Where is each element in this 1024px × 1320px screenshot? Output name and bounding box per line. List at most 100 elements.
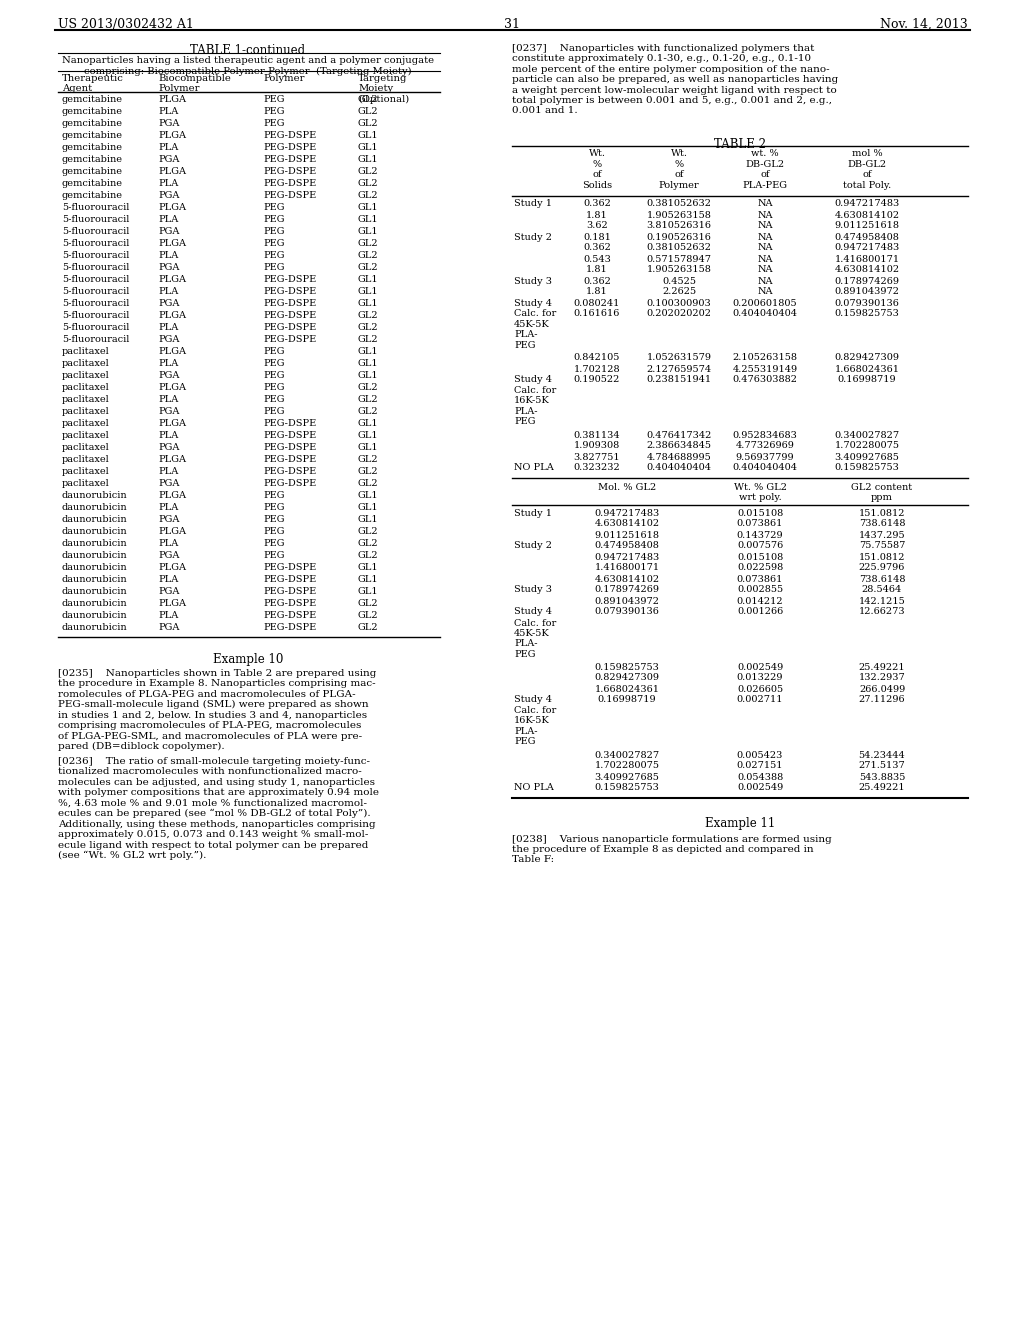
- Text: Study 2: Study 2: [514, 541, 552, 550]
- Text: GL1: GL1: [358, 215, 379, 224]
- Text: 9.011251618: 9.011251618: [835, 222, 899, 231]
- Text: 5-fluorouracil: 5-fluorouracil: [62, 275, 129, 284]
- Text: Mol. % GL2: Mol. % GL2: [598, 483, 656, 491]
- Text: Nanoparticles having a listed therapeutic agent and a polymer conjugate
comprisi: Nanoparticles having a listed therapeuti…: [61, 55, 434, 75]
- Text: PEG: PEG: [263, 359, 285, 368]
- Text: PEG-DSPE: PEG-DSPE: [263, 312, 316, 319]
- Text: 0.005423: 0.005423: [737, 751, 783, 759]
- Text: 0.4525: 0.4525: [662, 276, 696, 285]
- Text: 0.001266: 0.001266: [737, 607, 783, 616]
- Text: 0.002549: 0.002549: [737, 784, 783, 792]
- Text: GL2: GL2: [358, 383, 379, 392]
- Text: 3.409927685: 3.409927685: [595, 772, 659, 781]
- Text: 27.11296: 27.11296: [859, 696, 905, 705]
- Text: 0.159825753: 0.159825753: [595, 784, 659, 792]
- Text: NA: NA: [758, 276, 773, 285]
- Text: Nov. 14, 2013: Nov. 14, 2013: [881, 18, 968, 30]
- Text: PGA: PGA: [158, 371, 179, 380]
- Text: Study 3: Study 3: [514, 276, 552, 285]
- Text: PEG-DSPE: PEG-DSPE: [263, 131, 316, 140]
- Text: GL1: GL1: [358, 143, 379, 152]
- Text: PLA: PLA: [158, 432, 178, 440]
- Text: PGA: PGA: [158, 587, 179, 597]
- Text: 0.381052632: 0.381052632: [646, 199, 712, 209]
- Text: PEG: PEG: [263, 203, 285, 213]
- Text: 5-fluorouracil: 5-fluorouracil: [62, 203, 129, 213]
- Text: Example 11: Example 11: [705, 817, 775, 829]
- Text: wt. %
DB-GL2
of
PLA-PEG: wt. % DB-GL2 of PLA-PEG: [742, 149, 787, 190]
- Text: GL1: GL1: [358, 503, 379, 512]
- Text: PEG: PEG: [263, 527, 285, 536]
- Text: 0.181: 0.181: [583, 232, 611, 242]
- Text: PLA: PLA: [158, 251, 178, 260]
- Text: PGA: PGA: [158, 154, 179, 164]
- Text: PLGA: PLGA: [158, 599, 186, 609]
- Text: GL2: GL2: [358, 599, 379, 609]
- Text: 9.011251618: 9.011251618: [595, 531, 659, 540]
- Text: 4.255319149: 4.255319149: [732, 364, 798, 374]
- Text: Study 4: Study 4: [514, 298, 552, 308]
- Text: paclitaxel: paclitaxel: [62, 371, 110, 380]
- Text: daunorubicin: daunorubicin: [62, 564, 128, 572]
- Text: gemcitabine: gemcitabine: [62, 191, 123, 201]
- Text: PEG-DSPE: PEG-DSPE: [263, 623, 316, 632]
- Text: 9.56937799: 9.56937799: [735, 453, 795, 462]
- Text: 0.022598: 0.022598: [737, 564, 783, 573]
- Text: daunorubicin: daunorubicin: [62, 587, 128, 597]
- Text: 1.702128: 1.702128: [573, 364, 621, 374]
- Text: daunorubicin: daunorubicin: [62, 611, 128, 620]
- Text: 0.404040404: 0.404040404: [732, 309, 798, 318]
- Text: daunorubicin: daunorubicin: [62, 576, 128, 583]
- Text: PEG-DSPE: PEG-DSPE: [263, 335, 316, 345]
- Text: 4.630814102: 4.630814102: [835, 210, 899, 219]
- Text: PEG-DSPE: PEG-DSPE: [263, 191, 316, 201]
- Text: GL1: GL1: [358, 131, 379, 140]
- Text: paclitaxel: paclitaxel: [62, 383, 110, 392]
- Text: GL2 content
ppm: GL2 content ppm: [851, 483, 912, 502]
- Text: GL2: GL2: [358, 527, 379, 536]
- Text: daunorubicin: daunorubicin: [62, 491, 128, 500]
- Text: US 2013/0302432 A1: US 2013/0302432 A1: [58, 18, 194, 30]
- Text: GL1: GL1: [358, 564, 379, 572]
- Text: 1437.295: 1437.295: [859, 531, 905, 540]
- Text: GL2: GL2: [358, 323, 379, 333]
- Text: 0.340027827: 0.340027827: [595, 751, 659, 759]
- Text: 0.027151: 0.027151: [736, 762, 783, 771]
- Text: PGA: PGA: [158, 191, 179, 201]
- Text: NA: NA: [758, 199, 773, 209]
- Text: 1.416800171: 1.416800171: [835, 255, 899, 264]
- Text: paclitaxel: paclitaxel: [62, 395, 110, 404]
- Text: 25.49221: 25.49221: [859, 663, 905, 672]
- Text: Study 1: Study 1: [514, 199, 552, 209]
- Text: GL2: GL2: [358, 479, 379, 488]
- Text: Study 1: Study 1: [514, 508, 552, 517]
- Text: PLA: PLA: [158, 215, 178, 224]
- Text: GL1: GL1: [358, 154, 379, 164]
- Text: GL2: GL2: [358, 550, 379, 560]
- Text: GL2: GL2: [358, 107, 379, 116]
- Text: 75.75587: 75.75587: [859, 541, 905, 550]
- Text: 0.002711: 0.002711: [736, 696, 783, 705]
- Text: 0.159825753: 0.159825753: [835, 463, 899, 473]
- Text: NA: NA: [758, 210, 773, 219]
- Text: paclitaxel: paclitaxel: [62, 444, 110, 451]
- Text: 5-fluorouracil: 5-fluorouracil: [62, 312, 129, 319]
- Text: 0.159825753: 0.159825753: [835, 309, 899, 318]
- Text: 0.079390136: 0.079390136: [595, 607, 659, 616]
- Text: 5-fluorouracil: 5-fluorouracil: [62, 300, 129, 308]
- Text: PEG: PEG: [263, 251, 285, 260]
- Text: PEG-DSPE: PEG-DSPE: [263, 432, 316, 440]
- Text: 0.381134: 0.381134: [573, 430, 621, 440]
- Text: NO PLA: NO PLA: [514, 784, 554, 792]
- Text: 738.6148: 738.6148: [859, 574, 905, 583]
- Text: 132.2937: 132.2937: [859, 673, 905, 682]
- Text: 266.0499: 266.0499: [859, 685, 905, 693]
- Text: 0.404040404: 0.404040404: [646, 463, 712, 473]
- Text: GL2: GL2: [358, 611, 379, 620]
- Text: PLGA: PLGA: [158, 312, 186, 319]
- Text: PEG-DSPE: PEG-DSPE: [263, 154, 316, 164]
- Text: 5-fluorouracil: 5-fluorouracil: [62, 263, 129, 272]
- Text: 1.416800171: 1.416800171: [595, 564, 659, 573]
- Text: 3.409927685: 3.409927685: [835, 453, 899, 462]
- Text: 1.81: 1.81: [586, 265, 608, 275]
